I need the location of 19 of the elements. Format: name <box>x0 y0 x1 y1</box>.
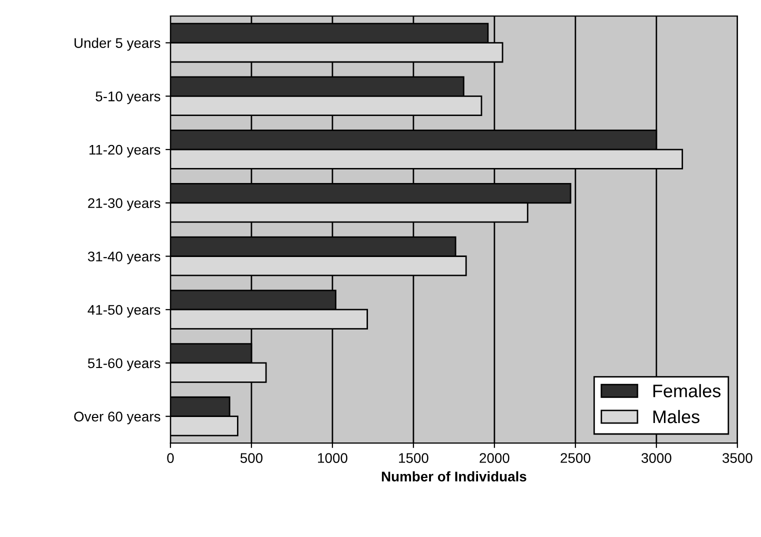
y-tick-label: 51-60 years <box>88 358 160 371</box>
y-tick-label: 31-40 years <box>88 252 160 264</box>
y-tick-label: 11-20 years <box>89 144 160 158</box>
x-tick-label: 0 <box>167 453 174 463</box>
y-tick-label: Under 5 years <box>74 38 160 51</box>
y-tick-label: 5-10 years <box>96 91 160 104</box>
y-tick-label: 21-30 years <box>88 198 160 211</box>
legend-label: Males <box>653 410 700 424</box>
x-tick-label: 1500 <box>399 453 428 463</box>
x-tick-label: 3000 <box>642 453 672 463</box>
x-tick-label: 2500 <box>560 453 590 463</box>
x-axis-title: Number of Individuals <box>382 471 526 482</box>
legend-label: Females <box>653 384 721 398</box>
x-tick-label: 500 <box>240 453 262 463</box>
x-tick-label: 3500 <box>722 453 752 463</box>
y-tick-label: 41-50 years <box>88 304 160 318</box>
y-tick-label: Over 60 years <box>74 412 160 424</box>
x-tick-label: 2000 <box>480 453 510 463</box>
x-tick-label: 1000 <box>318 453 348 463</box>
